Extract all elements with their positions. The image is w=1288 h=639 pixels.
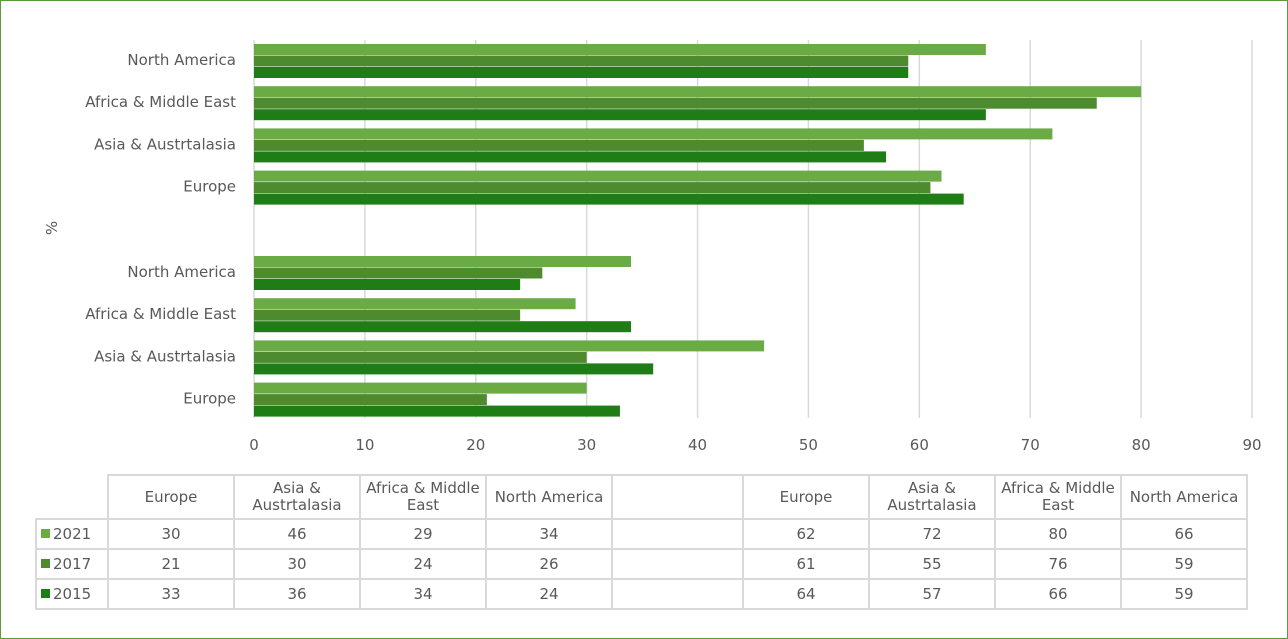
bar-2021	[254, 128, 1053, 140]
bar-2017	[254, 182, 931, 194]
data-table: Europe Asia & Austrtalasia Africa & Middle…	[35, 474, 1248, 610]
table-row: 2021 30 46 29 34 62 72 80 66	[35, 518, 1248, 550]
x-tick-label: 50	[799, 436, 818, 454]
table-column-header: North America	[485, 474, 613, 520]
bar-2017	[254, 309, 521, 321]
category-label: Asia & Austrtalasia	[94, 347, 236, 365]
category-label: Europe	[183, 178, 236, 196]
table-column-header: Africa & Middle East	[994, 474, 1122, 520]
legend-entry: 2015	[35, 578, 109, 610]
table-cell: 59	[1120, 548, 1248, 580]
table-cell: 66	[994, 578, 1122, 610]
table-cell: 80	[994, 518, 1122, 550]
y-axis-title: %	[43, 221, 61, 235]
bar-2015	[254, 193, 964, 205]
x-tick-label: 90	[1242, 436, 1261, 454]
table-column-header: Asia & Austrtalasia	[868, 474, 996, 520]
table-header-row: Europe Asia & Austrtalasia Africa & Middle…	[36, 474, 1248, 520]
x-tick-label: 60	[910, 436, 929, 454]
table-cell: 34	[359, 578, 487, 610]
table-cell: 33	[107, 578, 235, 610]
bar-2021	[254, 382, 587, 394]
table-row: 2017 21 30 24 26 61 55 76 59	[35, 548, 1248, 580]
table-cell: 21	[107, 548, 235, 580]
category-label: North America	[127, 263, 236, 281]
bar-2021	[254, 256, 632, 267]
category-label: Africa & Middle East	[85, 305, 236, 323]
bar-2021	[254, 340, 765, 352]
table-cell: 59	[1120, 578, 1248, 610]
table-row: 2015 33 36 34 24 64 57 66 59	[35, 578, 1248, 610]
x-tick-label: 80	[1132, 436, 1151, 454]
table-cell: 55	[868, 548, 996, 580]
bar-2021	[254, 86, 1142, 98]
bar-2015	[254, 363, 654, 375]
series-name: 2015	[53, 584, 92, 603]
table-cell: 30	[233, 548, 361, 580]
bar-2015	[254, 321, 632, 333]
table-cell: 29	[359, 518, 487, 550]
bar-2021	[254, 298, 576, 310]
bar-2017	[254, 394, 487, 406]
table-cell: 30	[107, 518, 235, 550]
x-tick-label: 10	[355, 436, 374, 454]
table-corner	[36, 475, 109, 520]
category-label: Europe	[183, 390, 236, 408]
category-label: North America	[127, 51, 236, 69]
x-tick-label: 30	[577, 436, 596, 454]
x-tick-label: 20	[466, 436, 485, 454]
bar-2017	[254, 55, 909, 67]
legend-entry: 2017	[35, 548, 109, 580]
table-cell: 61	[742, 548, 870, 580]
bar-2021	[254, 44, 986, 55]
table-cell: 76	[994, 548, 1122, 580]
table-cell: 24	[485, 578, 613, 610]
table-column-header: Asia & Austrtalasia	[233, 474, 361, 520]
bar-2015	[254, 405, 620, 417]
bar-2017	[254, 267, 543, 279]
legend-entry: 2021	[35, 518, 109, 550]
table-cell: 72	[868, 518, 996, 550]
table-column-header: Europe	[742, 474, 870, 520]
table-cell: 66	[1120, 518, 1248, 550]
category-label: Asia & Austrtalasia	[94, 135, 236, 153]
table-cell: 36	[233, 578, 361, 610]
table-cell: 64	[742, 578, 870, 610]
table-cell: 46	[233, 518, 361, 550]
table-spacer-cell	[611, 578, 744, 610]
series-name: 2021	[53, 524, 92, 543]
category-label: Africa & Middle East	[85, 93, 236, 111]
x-tick-label: 40	[688, 436, 707, 454]
bar-2015	[254, 151, 887, 163]
bar-2015	[254, 279, 521, 290]
bar-chart: 0 10 20 30 40 50 60 70 80 90 North America Africa &…	[43, 40, 1262, 454]
legend-key	[41, 558, 50, 568]
table-cell: 26	[485, 548, 613, 580]
legend-key	[41, 588, 50, 598]
x-tick-label: 0	[249, 436, 259, 454]
table-spacer-cell	[611, 518, 744, 550]
table-column-header: Europe	[107, 474, 235, 520]
table-column-header: North America	[1120, 474, 1248, 520]
bar-2015	[254, 67, 909, 78]
table-column-header: Africa & Middle East	[359, 474, 487, 520]
bar-2017	[254, 139, 864, 151]
bar-2017	[254, 97, 1097, 109]
table-cell: 57	[868, 578, 996, 610]
bar-2021	[254, 170, 942, 182]
table-cell: 34	[485, 518, 613, 550]
x-tick-label: 70	[1021, 436, 1040, 454]
bar-2017	[254, 351, 587, 363]
table-spacer-cell	[611, 548, 744, 580]
table-cell: 24	[359, 548, 487, 580]
table-cell: 62	[742, 518, 870, 550]
series-name: 2017	[53, 554, 92, 573]
legend-key	[41, 528, 50, 538]
table-column-header	[611, 474, 744, 520]
bar-2015	[254, 109, 986, 121]
